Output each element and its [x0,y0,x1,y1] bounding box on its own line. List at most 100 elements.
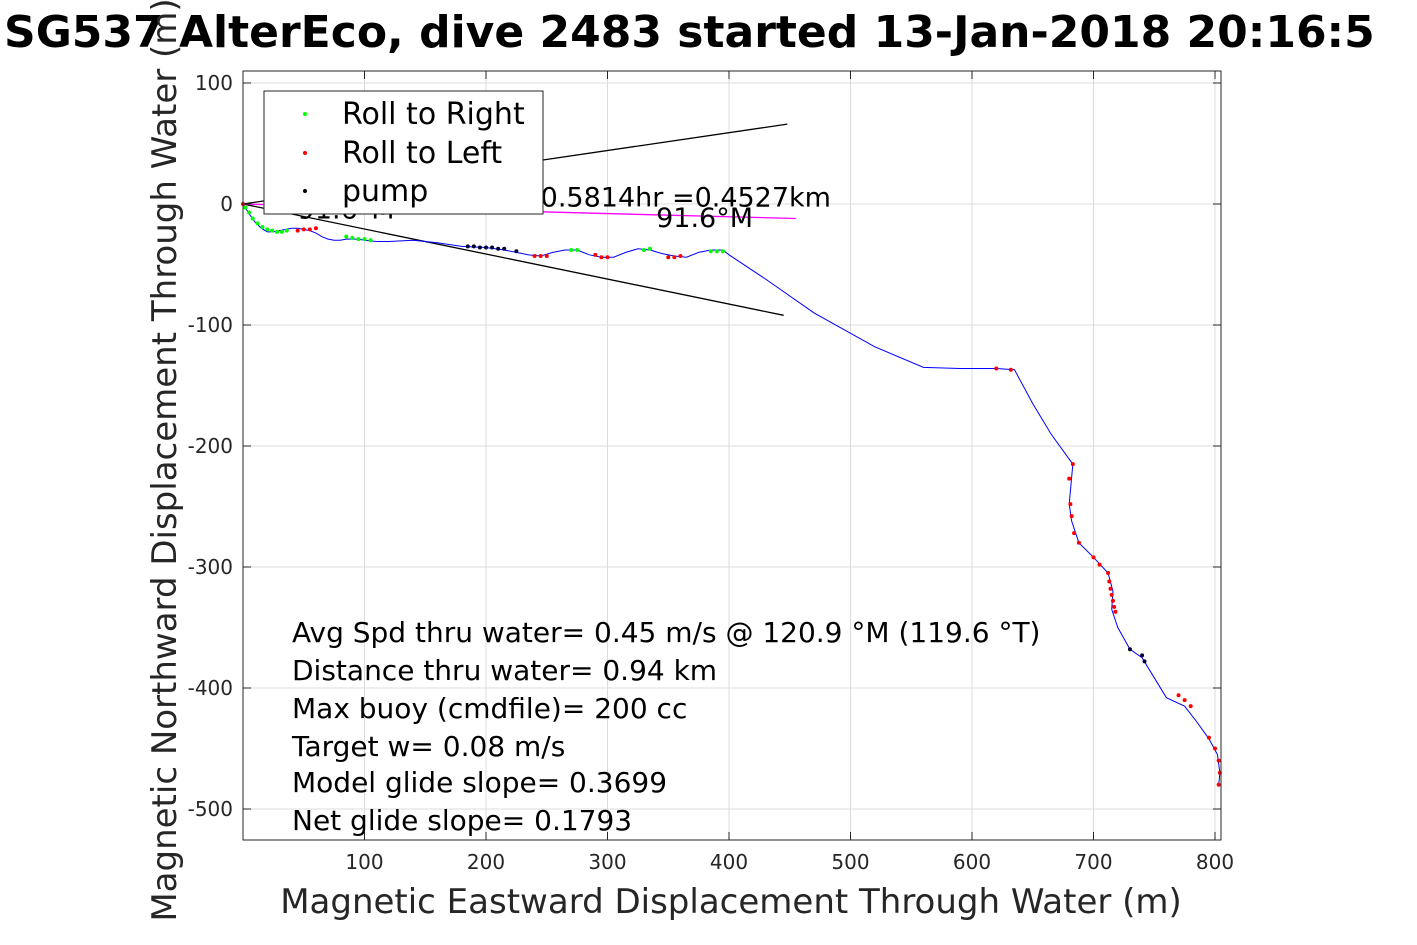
y-tick-label: -100 [188,313,233,337]
roll-right-marker [575,247,580,252]
y-tick-label: -400 [188,676,233,700]
x-tick-label: 600 [953,850,991,874]
y-tick-label: -300 [188,555,233,579]
roll-left-marker [1206,735,1211,740]
roll-left-marker [1176,693,1181,698]
roll-left-marker [1067,476,1072,481]
roll-left-marker [1188,704,1193,709]
y-tick-label: 0 [220,192,233,216]
x-tick-label: 300 [588,850,626,874]
roll-right-marker [260,224,265,229]
roll-left-marker [1070,462,1075,467]
roll-left-marker [532,254,537,259]
roll-left-marker [301,227,306,232]
stats-block: Avg Spd thru water= 0.45 m/s @ 120.9 °M … [291,616,1040,837]
roll-right-marker [569,247,574,252]
roll-left-marker [544,254,549,259]
dive-track [242,203,1221,787]
roll-right-marker [344,234,349,239]
roll-right-marker [714,249,719,254]
roll-left-marker [307,227,312,232]
pump-marker [502,246,507,251]
pump-marker [477,245,482,250]
x-axis-label: Magnetic Eastward Displacement Through W… [280,882,1182,922]
roll-left-marker [1069,514,1074,519]
legend-marker-roll-right [303,112,307,116]
pump-marker [1140,653,1145,658]
roll-left-marker [1091,555,1096,560]
roll-left-marker [1008,367,1013,372]
roll-left-marker [1213,746,1217,751]
stats-line-target-w: Target w= 0.08 m/s [291,730,565,763]
pump-marker [496,246,501,251]
roll-left-marker [1076,540,1081,545]
grid-lines [243,71,1221,840]
roll-left-marker [666,255,671,260]
roll-right-marker [350,235,355,240]
roll-right-marker [708,249,713,254]
roll-left-marker [1110,598,1115,603]
roll-right-marker [641,247,646,252]
roll-right-marker [250,216,255,221]
stats-line-max-buoy: Max buoy (cmdfile)= 200 cc [292,692,687,725]
legend-marker-roll-left [303,151,307,155]
pump-marker [465,244,470,249]
roll-left-marker [295,228,300,233]
roll-right-marker [284,228,289,233]
roll-left-marker [1068,502,1073,507]
x-tick-label: 400 [710,850,748,874]
legend: Roll to Right Roll to Left pump [263,90,544,215]
roll-left-marker [1072,531,1077,536]
legend-label-pump: pump [342,174,428,209]
roll-right-marker [720,249,725,254]
roll-right-marker [270,228,275,233]
stats-line-model-glide: Model glide slope= 0.3699 [292,766,667,799]
roll-right-marker [255,221,260,226]
roll-left-marker [599,255,604,260]
pump-marker [1127,647,1132,652]
axis-ticks: 100 200 300 400 500 600 700 800 100 0 -100 -200 -300… [188,71,1234,874]
roll-left-marker [1112,604,1117,609]
roll-right-marker [362,237,367,242]
roll-left-marker [672,255,677,260]
x-tick-label: 200 [467,850,505,874]
roll-right-marker [279,229,284,234]
roll-right-marker [368,238,373,243]
roll-right-marker [356,237,361,242]
roll-right-marker [243,205,248,210]
roll-left-marker [1107,579,1112,584]
stats-line-distance: Distance thru water= 0.94 km [292,654,717,687]
x-tick-label: 800 [1196,850,1234,874]
roll-left-marker [593,252,598,257]
roll-right-marker [265,227,270,232]
stats-line-net-glide: Net glide slope= 0.1793 [292,804,632,837]
y-tick-label: -500 [188,797,233,821]
y-axis-label: Magnetic Northward Displacement Through … [145,0,185,922]
pump-marker [514,249,519,254]
pump-marker [471,244,476,249]
roll-markers [241,202,1222,787]
roll-left-marker [678,254,683,259]
roll-left-marker [1108,586,1113,591]
heading-annotation: 91.6°M [656,203,753,234]
roll-right-marker [247,210,252,215]
roll-left-marker [1097,562,1102,567]
roll-left-marker [1216,758,1221,763]
heading-annotation: 0.5814hr =0.4527km [541,182,831,213]
plot-frame [242,70,1222,841]
roll-left-marker [1109,592,1114,597]
roll-left-marker [1216,782,1221,787]
stats-line-avg-speed: Avg Spd thru water= 0.45 m/s @ 120.9 °M … [292,616,1040,649]
heading-line [242,203,784,316]
roll-right-marker [648,246,653,251]
legend-box [263,90,544,215]
roll-left-marker [994,366,999,371]
y-tick-label: 100 [195,71,233,95]
chart-title: SG537 AlterEco, dive 2483 started 13-Jan… [4,7,1375,58]
dive-track-line [242,203,1221,787]
y-tick-label: -200 [188,434,233,458]
roll-left-marker [1106,571,1111,576]
pump-marker [1142,659,1147,664]
legend-label-roll-right: Roll to Right [342,97,525,132]
